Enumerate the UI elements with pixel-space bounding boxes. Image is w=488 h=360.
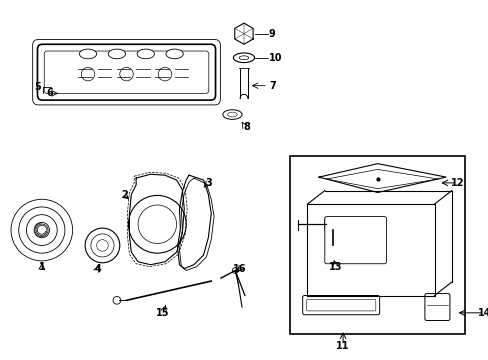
Ellipse shape [108,49,125,59]
Text: 15: 15 [156,308,169,318]
Ellipse shape [239,56,248,60]
Ellipse shape [137,49,154,59]
Text: 2: 2 [121,190,128,201]
Text: 13: 13 [328,262,342,272]
Ellipse shape [227,112,237,117]
Ellipse shape [233,53,254,63]
Text: 7: 7 [268,81,275,91]
Text: 1: 1 [39,262,45,272]
Ellipse shape [165,49,183,59]
FancyBboxPatch shape [302,296,379,315]
Text: 11: 11 [336,341,349,351]
Text: 3: 3 [204,178,211,188]
Text: 6: 6 [46,88,53,98]
FancyBboxPatch shape [424,294,449,320]
Text: 10: 10 [268,53,282,63]
FancyBboxPatch shape [324,217,386,264]
Text: 12: 12 [450,178,464,188]
Text: 8: 8 [243,122,250,132]
Ellipse shape [79,49,97,59]
Text: 16: 16 [233,264,246,274]
Text: 9: 9 [268,29,275,39]
Ellipse shape [223,110,242,120]
FancyBboxPatch shape [38,44,215,100]
Text: 14: 14 [477,308,488,318]
FancyBboxPatch shape [324,217,342,231]
Text: 5: 5 [35,82,41,92]
Bar [289,156,465,334]
Text: 4: 4 [94,264,101,274]
